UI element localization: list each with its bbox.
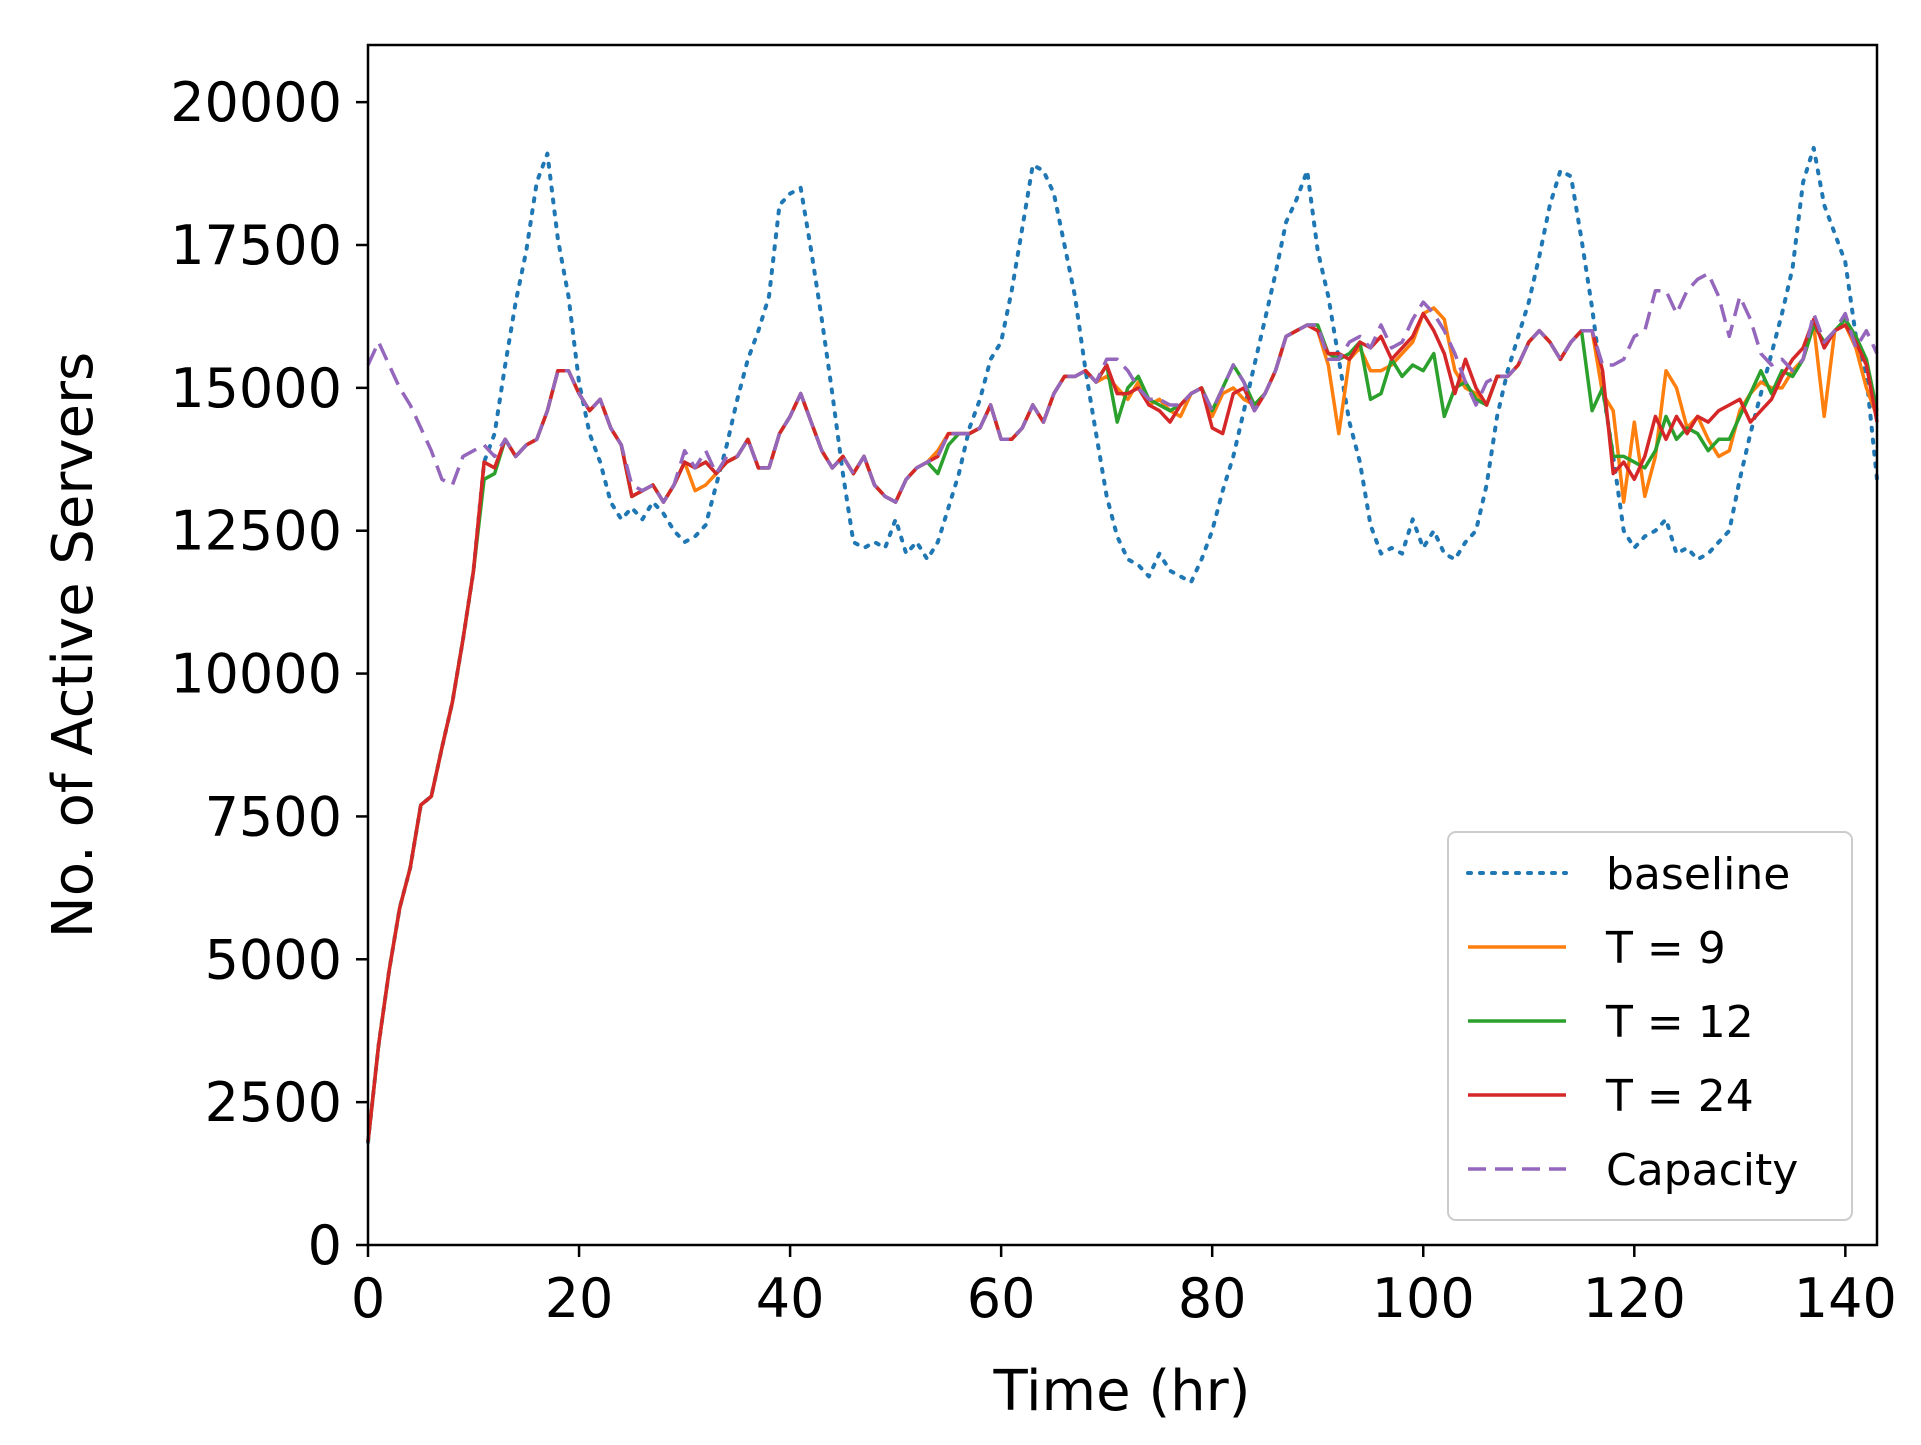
y-tick-label: 12500 — [170, 500, 342, 563]
legend-label: T = 24 — [1605, 1071, 1754, 1122]
legend-label: T = 12 — [1605, 997, 1754, 1048]
y-axis-label: No. of Active Servers — [41, 352, 106, 938]
y-tick-label: 2500 — [205, 1071, 342, 1134]
x-tick-label: 120 — [1583, 1267, 1686, 1330]
y-tick-label: 5000 — [205, 928, 342, 991]
legend-label: baseline — [1606, 849, 1790, 900]
x-tick-label: 100 — [1372, 1267, 1475, 1330]
y-tick-label: 7500 — [205, 785, 342, 848]
x-tick-label: 0 — [351, 1267, 385, 1330]
x-tick-label: 20 — [545, 1267, 614, 1330]
x-axis-label: Time (hr) — [992, 1359, 1250, 1424]
x-tick-label: 80 — [1178, 1267, 1247, 1330]
x-axis-ticks: 0 20 40 60 80 100 120 140 — [351, 1245, 1897, 1330]
plot-frame — [366, 43, 1879, 1247]
series-line-0 — [366, 145, 1879, 1145]
x-tick-label: 60 — [967, 1267, 1036, 1330]
y-tick-label: 10000 — [170, 643, 342, 706]
y-tick-label: 0 — [308, 1214, 342, 1277]
legend-box — [1447, 831, 1853, 1221]
legend-label: Capacity — [1606, 1145, 1798, 1196]
y-tick-label: 20000 — [170, 71, 342, 134]
x-tick-label: 40 — [756, 1267, 825, 1330]
series-line-4 — [366, 271, 1879, 504]
x-tick-label: 140 — [1794, 1267, 1897, 1330]
legend-label: T = 9 — [1605, 923, 1726, 974]
legend: baseline T = 9 T = 12 T = 24 Capacity — [1447, 831, 1853, 1221]
y-axis-ticks: 0 2500 5000 7500 10000 12500 15000 17500 20000 — [170, 71, 368, 1277]
y-tick-label: 17500 — [170, 214, 342, 277]
y-tick-label: 15000 — [170, 357, 342, 420]
series-layer — [366, 145, 1879, 1145]
legend-entries: baseline T = 9 T = 12 T = 24 Capacity — [1466, 849, 1798, 1196]
